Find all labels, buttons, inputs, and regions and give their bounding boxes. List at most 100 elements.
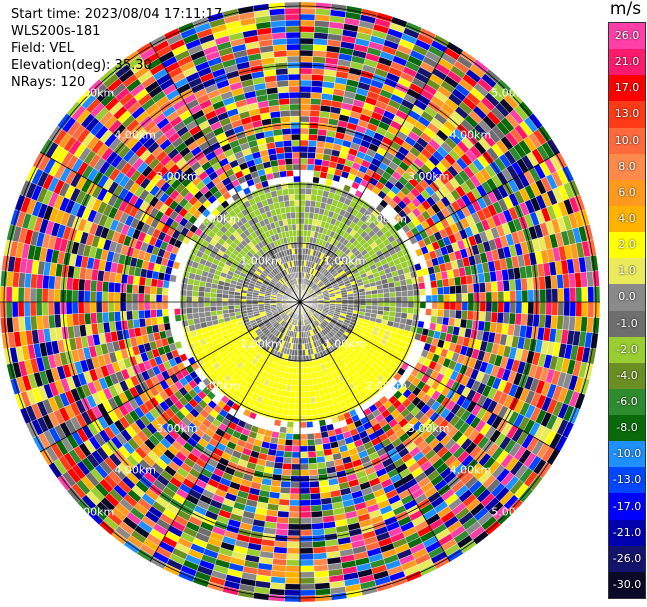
range-gate xyxy=(307,450,317,458)
range-gate xyxy=(280,474,292,482)
range-gate xyxy=(167,294,175,303)
range-gate xyxy=(443,309,450,318)
range-gate xyxy=(114,311,122,322)
range-gate xyxy=(299,115,310,123)
range-gate xyxy=(221,305,229,311)
range-gate xyxy=(295,385,301,393)
range-gate xyxy=(221,301,229,307)
range-gate xyxy=(299,505,312,513)
range-gate xyxy=(527,289,535,303)
range-gate xyxy=(299,451,309,459)
range-gate xyxy=(292,439,301,447)
range-gate xyxy=(278,164,287,172)
range-gate xyxy=(406,283,414,291)
range-gate xyxy=(527,301,535,315)
range-gate xyxy=(290,481,301,489)
range-gate xyxy=(306,433,315,440)
range-gate xyxy=(119,292,127,303)
range-gate xyxy=(299,439,308,447)
range-gate xyxy=(292,169,301,177)
range-gate xyxy=(143,301,151,311)
range-gate xyxy=(309,390,316,398)
range-gate xyxy=(304,391,311,399)
range-gate xyxy=(126,310,134,321)
range-gate xyxy=(293,421,301,429)
range-gate xyxy=(71,301,79,315)
range-gate xyxy=(283,450,293,458)
range-gate xyxy=(102,311,110,323)
range-gate xyxy=(284,445,293,452)
range-gate xyxy=(508,279,516,292)
range-gate xyxy=(299,235,304,243)
range-gate xyxy=(275,528,289,536)
range-gate xyxy=(383,301,391,307)
range-gate xyxy=(299,523,313,531)
range-gate xyxy=(431,294,439,303)
range-gate xyxy=(312,546,327,554)
range-gate xyxy=(406,313,414,321)
range-gate xyxy=(299,397,306,405)
range-gate xyxy=(299,367,304,375)
range-gate xyxy=(185,289,193,297)
range-gate xyxy=(303,379,309,387)
range-gate xyxy=(371,297,379,303)
range-gate xyxy=(289,199,296,207)
range-gate xyxy=(53,288,61,303)
range-gate xyxy=(203,296,211,303)
range-gate xyxy=(287,187,295,195)
range-gate xyxy=(443,293,451,303)
range-gate xyxy=(436,279,444,288)
range-gate xyxy=(186,283,194,291)
range-gate xyxy=(299,433,308,441)
range-gate xyxy=(120,310,128,322)
range-gate xyxy=(72,313,80,327)
range-gate xyxy=(131,301,139,311)
range-gate xyxy=(305,409,313,417)
range-gate xyxy=(180,283,188,291)
range-gate xyxy=(424,281,432,290)
range-gate xyxy=(299,217,305,225)
range-gate xyxy=(479,301,487,312)
range-gate xyxy=(209,306,217,312)
range-gate xyxy=(407,295,415,303)
range-gate xyxy=(292,163,301,171)
range-gate xyxy=(167,308,175,316)
range-gate xyxy=(371,293,379,299)
range-gate xyxy=(288,193,295,201)
range-gate xyxy=(299,97,311,105)
range-gate xyxy=(442,316,450,326)
range-gate xyxy=(162,287,169,296)
range-gate xyxy=(299,175,307,183)
range-gate xyxy=(299,463,309,471)
range-gate xyxy=(286,55,301,63)
range-gate xyxy=(437,286,444,295)
range-gate xyxy=(544,314,552,329)
range-gate xyxy=(310,98,322,106)
range-gate xyxy=(478,311,486,322)
range-gate xyxy=(430,315,438,324)
range-gate xyxy=(291,379,297,387)
range-gate xyxy=(295,211,301,219)
range-gate xyxy=(311,528,325,536)
range-gate xyxy=(521,289,529,303)
range-gate xyxy=(425,294,433,303)
range-gate xyxy=(299,373,305,381)
range-gate xyxy=(120,282,128,294)
range-gate xyxy=(216,309,224,316)
range-gate xyxy=(299,205,306,213)
range-gate xyxy=(311,522,325,530)
range-gate xyxy=(299,457,309,465)
range-gate xyxy=(292,235,298,243)
range-gate xyxy=(289,205,296,213)
range-gate xyxy=(277,92,290,100)
range-gate xyxy=(179,301,187,309)
range-gate xyxy=(515,290,523,303)
range-gate xyxy=(209,301,217,307)
range-gate xyxy=(289,391,296,399)
range-gate xyxy=(425,301,433,310)
range-gate xyxy=(299,67,313,75)
range-gate xyxy=(448,285,456,295)
range-gate xyxy=(162,280,170,289)
range-gate xyxy=(203,301,211,308)
range-gate xyxy=(314,444,324,452)
